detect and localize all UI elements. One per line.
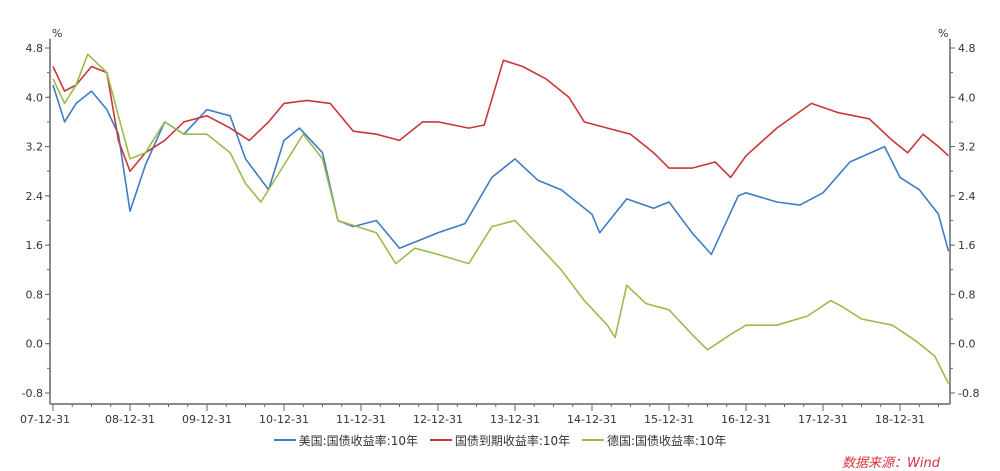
- y-tick-label-left: 3.2: [26, 141, 44, 154]
- y-unit-left: %: [52, 27, 62, 40]
- y-tick-label-right: 3.2: [958, 141, 976, 154]
- x-tick-label: 15-12-31: [644, 413, 694, 426]
- legend-swatch: [581, 439, 604, 441]
- y-tick-label-left: 0.8: [26, 288, 44, 301]
- y-tick-label-right: 4.0: [958, 91, 976, 104]
- y-tick-label-right: -0.8: [958, 387, 979, 400]
- x-tick-label: 10-12-31: [259, 413, 309, 426]
- series-line-1: [52, 59, 950, 179]
- y-tick-label-right: 1.6: [958, 239, 976, 252]
- x-tick-label: 18-12-31: [875, 413, 925, 426]
- legend-label: 德国:国债收益率:10年: [606, 433, 727, 448]
- x-tick-label: 11-12-31: [336, 413, 386, 426]
- x-tick-label: 07-12-31: [20, 413, 70, 426]
- series-line-2: [52, 53, 950, 385]
- legend-label: 国债到期收益率:10年: [454, 433, 571, 448]
- x-tick-label: 09-12-31: [182, 413, 232, 426]
- y-tick-label-left: 4.8: [26, 42, 44, 55]
- legend-item-germany: 德国:国债收益率:10年: [581, 432, 727, 449]
- y-unit-right: %: [938, 27, 948, 40]
- y-tick-label-left: 4.0: [26, 91, 44, 104]
- legend-item-us: 美国:国债收益率:10年: [273, 432, 418, 449]
- x-tick-label: 12-12-31: [413, 413, 463, 426]
- y-tick-label-right: 0.8: [958, 288, 976, 301]
- series-line-0: [52, 84, 950, 256]
- legend: 美国:国债收益率:10年 国债到期收益率:10年 德国:国债收益率:10年: [0, 430, 1000, 449]
- y-tick-label-left: 1.6: [26, 239, 44, 252]
- legend-swatch: [429, 439, 452, 441]
- y-tick-label-left: 2.4: [26, 190, 44, 203]
- y-tick-label-right: 4.8: [958, 42, 976, 55]
- y-tick-label-left: 0.0: [26, 338, 44, 351]
- y-tick-label-right: 0.0: [958, 338, 976, 351]
- legend-label: 美国:国债收益率:10年: [298, 433, 418, 448]
- x-tick-label: 08-12-31: [105, 413, 155, 426]
- legend-item-china: 国债到期收益率:10年: [429, 432, 571, 449]
- x-tick-label: 13-12-31: [490, 413, 540, 426]
- x-tick-label: 17-12-31: [798, 413, 848, 426]
- legend-swatch: [273, 439, 296, 441]
- x-tick-label: 16-12-31: [721, 413, 771, 426]
- y-tick-label-right: 2.4: [958, 190, 976, 203]
- y-tick-label-left: -0.8: [22, 387, 43, 400]
- data-source: 数据来源：Wind: [842, 456, 940, 471]
- x-tick-label: 14-12-31: [567, 413, 617, 426]
